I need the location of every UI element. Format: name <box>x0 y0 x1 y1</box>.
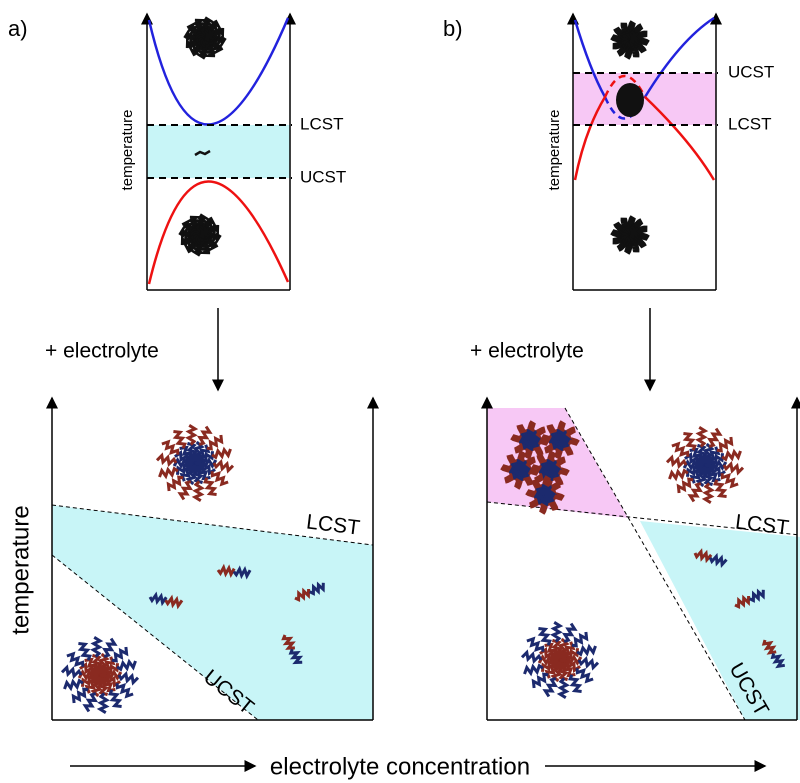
chain <box>678 479 693 493</box>
line-label: UCST <box>728 62 774 81</box>
chain <box>722 473 738 486</box>
chain <box>212 449 230 457</box>
chain <box>110 690 121 707</box>
chain <box>205 478 216 495</box>
chain <box>168 477 183 491</box>
chain <box>212 471 228 484</box>
chain <box>195 482 202 501</box>
chain <box>579 659 598 668</box>
chain <box>117 683 133 696</box>
chain <box>162 442 178 455</box>
panel-label: a) <box>8 16 28 41</box>
figure: LCST UCST temperature a) + electrolyte L… <box>0 0 800 783</box>
chain <box>78 644 89 661</box>
chain <box>100 694 107 713</box>
chain <box>62 668 81 677</box>
chain <box>85 694 96 712</box>
chain <box>182 237 191 245</box>
chain <box>214 462 233 471</box>
line-label: LCST <box>300 114 343 133</box>
line-label: UCST <box>300 167 346 186</box>
y-label: temperature <box>546 110 563 191</box>
chain <box>93 637 100 656</box>
panel-label: b) <box>443 16 463 41</box>
chain <box>117 661 135 669</box>
chain <box>538 629 549 646</box>
chain <box>157 456 176 465</box>
chain <box>119 674 138 683</box>
chain <box>698 427 705 446</box>
chain <box>724 464 743 473</box>
chain <box>553 622 560 641</box>
line-label: LCST <box>305 510 361 539</box>
panel-a-top: LCST UCST temperature <box>119 14 346 290</box>
chain <box>188 425 195 444</box>
chain <box>214 28 223 36</box>
chain <box>545 679 556 697</box>
chain <box>67 654 83 667</box>
y-label: temperature <box>7 505 34 634</box>
chain <box>670 471 688 479</box>
chain <box>560 679 567 698</box>
chain <box>709 429 720 447</box>
chain <box>715 480 726 497</box>
chain <box>672 444 688 457</box>
chain <box>690 484 701 502</box>
mixed-region <box>640 521 800 720</box>
chain <box>73 689 88 703</box>
chain <box>564 624 575 642</box>
chain <box>722 451 740 459</box>
mixed-region <box>147 125 290 178</box>
chain <box>160 469 178 477</box>
chain <box>209 225 218 233</box>
chain <box>577 646 595 654</box>
chain <box>572 632 587 646</box>
chain <box>525 666 543 674</box>
chain <box>207 47 215 56</box>
chain <box>190 217 198 226</box>
chain <box>705 484 712 503</box>
arrow-label: + electrolyte <box>45 340 159 363</box>
chain <box>112 647 127 661</box>
chain <box>187 40 196 48</box>
arrow-label: + electrolyte <box>470 340 584 363</box>
aggregate <box>616 83 644 117</box>
chain <box>570 675 581 692</box>
chain <box>522 653 541 662</box>
x-label: electrolyte concentration <box>270 753 530 780</box>
chain <box>65 681 83 689</box>
chain <box>683 434 694 451</box>
chain <box>527 639 543 652</box>
chain <box>173 432 184 449</box>
chain <box>180 482 191 500</box>
line-label: LCST <box>728 114 771 133</box>
chain <box>199 427 210 445</box>
chain <box>202 244 210 253</box>
chain <box>667 458 686 467</box>
panel-b-top: UCST LCST temperature <box>546 14 774 290</box>
chain <box>717 437 732 451</box>
chain <box>195 20 203 29</box>
chain <box>533 674 548 688</box>
chain <box>207 435 222 449</box>
y-label: temperature <box>119 110 136 191</box>
chain <box>104 639 115 657</box>
chain <box>577 668 593 681</box>
